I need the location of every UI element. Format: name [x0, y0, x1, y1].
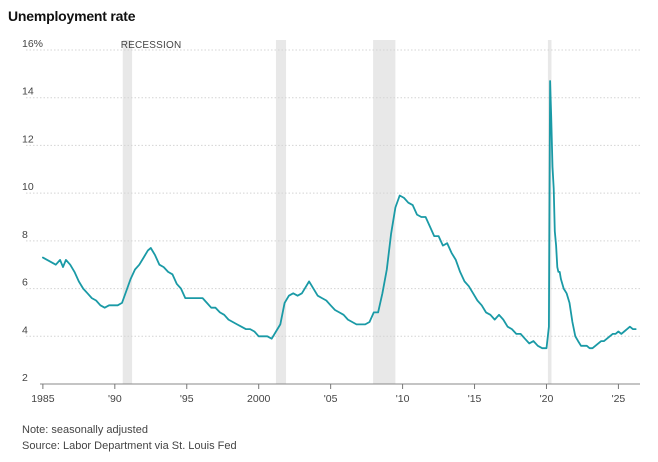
chart-source: Source: Labor Department via St. Louis F…: [22, 440, 237, 452]
y-tick-label: 10: [22, 181, 34, 193]
x-tick-label: '90: [108, 393, 122, 405]
y-tick-label: 8: [22, 229, 28, 241]
y-tick-label: 16%: [22, 38, 43, 50]
x-tick-label: '20: [540, 393, 554, 405]
x-tick-label: '15: [468, 393, 482, 405]
y-tick-label: 14: [22, 86, 34, 98]
recession-label: RECESSION: [121, 40, 182, 51]
y-tick-label: 2: [22, 372, 28, 384]
y-tick-label: 6: [22, 277, 28, 289]
x-tick-label: '25: [612, 393, 626, 405]
x-tick-label: 2000: [247, 393, 271, 405]
recession-band-3: [373, 40, 396, 384]
x-tick-label: '95: [180, 393, 194, 405]
x-tick-label: 1985: [31, 393, 55, 405]
series-line-unemployment: [42, 80, 637, 350]
chart-title: Unemployment rate: [8, 8, 136, 24]
y-tick-label: 12: [22, 133, 34, 145]
recession-band-2: [275, 40, 287, 384]
y-tick-label: 4: [22, 324, 28, 336]
x-tick-label: '10: [396, 393, 410, 405]
recession-band-1: [122, 40, 133, 384]
chart-note: Note: seasonally adjusted: [22, 424, 148, 436]
x-tick-label: '05: [324, 393, 338, 405]
